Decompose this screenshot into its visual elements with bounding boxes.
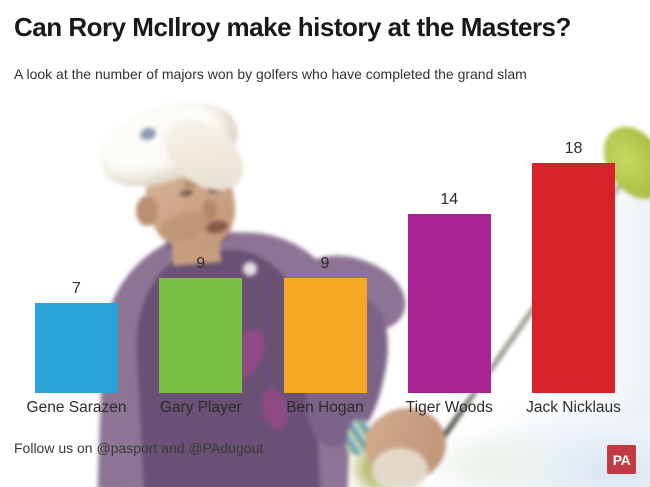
bar [532,162,615,393]
bar-category-label: Ben Hogan [286,399,364,416]
bar-category-label: Gene Sarazen [26,399,127,416]
bar-category-label: Gary Player [159,399,242,416]
bar-category-label: Tiger Woods [405,399,493,416]
bar [407,213,491,393]
bar-group: 9 Ben Hogan [283,138,367,416]
bar-value-label: 14 [440,190,459,208]
golfer-glove [372,448,428,487]
bar-chart: 7 Gene Sarazen 9 Gary Player 9 Ben Hogan 14 Tig… [27,138,621,416]
pa-logo: PA [607,445,636,474]
bar [159,277,243,393]
social-follow-text: Follow us on @pasport and @PAdugout [14,440,264,456]
bar-group: 7 Gene Sarazen [27,138,127,416]
bar-group: 9 Gary Player [159,138,243,416]
bar-group: 18 Jack Nicklaus [526,138,621,416]
bar-category-label: Jack Nicklaus [526,399,621,416]
bar-value-label: 18 [564,139,583,157]
golfer-chest-logo [243,262,257,276]
bar [283,277,367,393]
page-title: Can Rory McIlroy make history at the Mas… [14,12,571,42]
bar-value-label: 7 [72,280,81,298]
bar [35,303,118,393]
golfer-ear [136,196,158,226]
bar-value-label: 9 [320,254,330,272]
bar-group: 14 Tiger Woods [406,138,493,416]
page-subtitle: A look at the number of majors won by go… [14,66,527,82]
bar-value-label: 9 [196,254,206,272]
